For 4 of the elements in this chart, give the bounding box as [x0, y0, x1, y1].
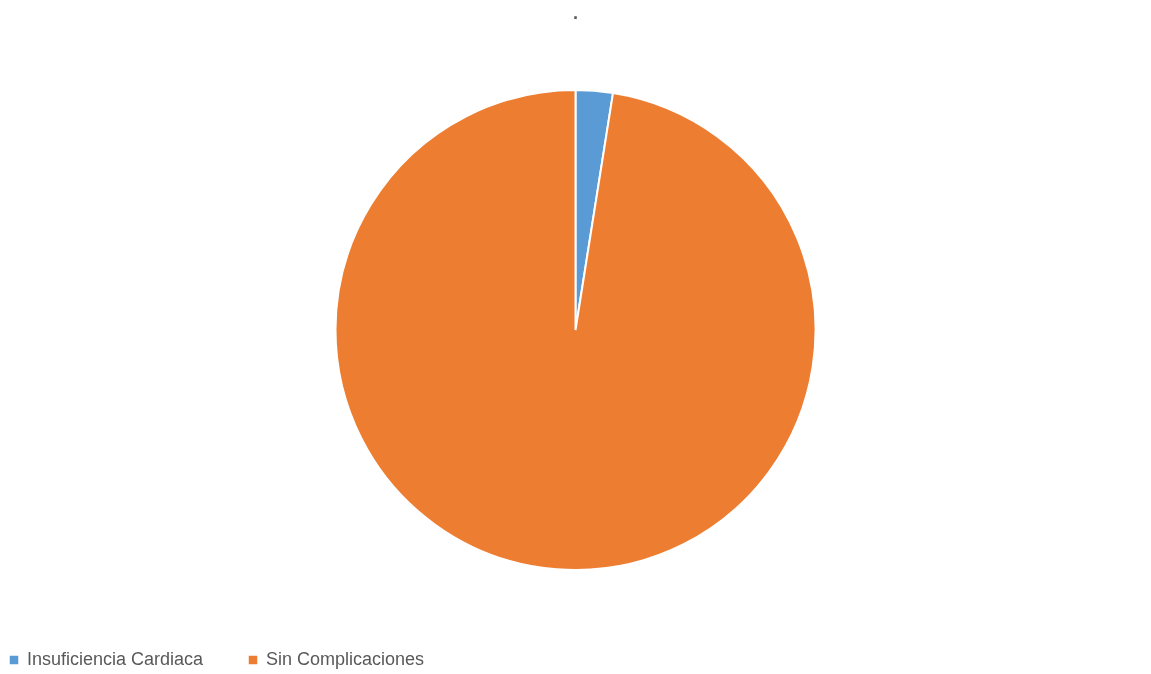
legend-label: Insuficiencia Cardiaca [27, 649, 205, 669]
pie-slice [334, 89, 817, 571]
legend-label: Sin Complicaciones [266, 649, 425, 669]
chart-title: . [572, 3, 579, 23]
